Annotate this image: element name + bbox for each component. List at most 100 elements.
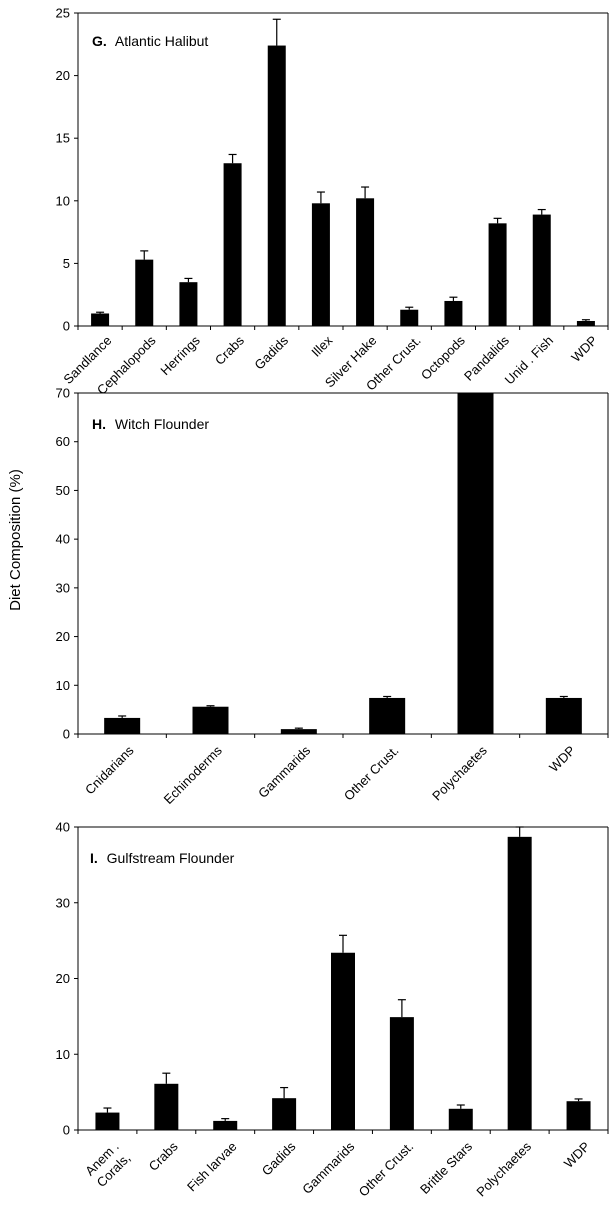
x-tick-label: Other Crust. (356, 1139, 417, 1200)
x-tick-label-line: WDP (546, 743, 578, 775)
bar (267, 45, 286, 326)
y-tick-label: 0 (63, 1123, 70, 1138)
x-tick-label: Gadids (251, 332, 291, 372)
x-tick-label: WDP (546, 743, 578, 775)
y-tick-label: 40 (56, 820, 70, 835)
x-tick-label-line: WDP (561, 1139, 593, 1171)
x-tick-label-line: Other Crust. (341, 743, 402, 804)
x-tick-label: Anem .Corals, (82, 1139, 133, 1190)
bar (91, 313, 110, 326)
y-tick-label: 30 (56, 580, 70, 595)
x-tick-label: Crabs (212, 332, 247, 367)
x-tick-label: Other Crust. (341, 743, 402, 804)
x-tick-label-line: Gadids (251, 332, 291, 372)
bar (448, 1108, 473, 1130)
y-tick-label: 20 (56, 629, 70, 644)
x-tick-label: Herrings (157, 332, 203, 378)
y-tick-label: 70 (56, 386, 70, 401)
bar (507, 836, 532, 1130)
x-tick-label-line: Herrings (157, 332, 203, 378)
bar (457, 393, 494, 734)
x-tick-label-line: Unid . Fish (502, 333, 557, 388)
x-tick-label: Gammarids (299, 1138, 357, 1196)
y-tick-label: 30 (56, 895, 70, 910)
panel-gulfstream-flounder: I. Gulfstream Flounder 0 10 20 30 40 Anem .Co… (56, 820, 609, 1200)
x-tick-label: Crabs (146, 1138, 181, 1173)
bar (400, 309, 419, 326)
x-tick-label-line: Illex (308, 332, 335, 359)
x-tick-label-line: Cnidarians (82, 742, 137, 797)
bar (311, 203, 330, 326)
x-tick-label: Polychaetes (473, 1138, 534, 1199)
x-tick-label-line: Gammarids (299, 1138, 357, 1196)
x-tick-label: Fish larvae (184, 1139, 240, 1195)
bar (488, 223, 507, 326)
x-tick-label: Unid . Fish (502, 333, 557, 388)
bar (179, 282, 198, 326)
x-tick-label: Polychaetes (429, 742, 490, 803)
x-tick-label-line: Gadids (259, 1138, 299, 1178)
bar (576, 320, 595, 326)
x-tick-label-line: Echinoderms (161, 742, 226, 807)
x-tick-label: Gadids (259, 1138, 299, 1178)
bar (135, 259, 154, 326)
panel-atlantic-halibut: G. Atlantic Halibut 0510152025SandlanceC… (56, 6, 609, 398)
panel-letter: I. (90, 850, 98, 866)
x-tick-label: WDP (568, 333, 600, 365)
y-tick-label: 10 (56, 193, 70, 208)
x-tick-label-line: Other Crust. (356, 1139, 417, 1200)
y-tick-label: 60 (56, 434, 70, 449)
bar (104, 717, 141, 734)
bar (389, 1017, 414, 1130)
panel-letter: H. (92, 416, 106, 432)
panel-letter: G. (92, 33, 107, 49)
x-tick-label: Echinoderms (161, 742, 226, 807)
bar (223, 163, 242, 326)
panel-witch-flounder: H. Witch Flounder 0 10 20 30 40 50 60 70 Cnidari… (56, 386, 609, 807)
x-tick-label-line: WDP (568, 333, 600, 365)
y-tick-label: 20 (56, 971, 70, 986)
bar (272, 1098, 297, 1130)
y-tick-label: 25 (56, 6, 70, 21)
x-tick-label-line: Fish larvae (184, 1139, 240, 1195)
y-tick-label: 15 (56, 131, 70, 146)
x-tick-label: Illex (308, 332, 335, 359)
x-tick-label: WDP (561, 1139, 593, 1171)
bar (213, 1120, 238, 1130)
y-tick-label: 50 (56, 483, 70, 498)
y-tick-label: 10 (56, 678, 70, 693)
x-tick-label: Cnidarians (82, 742, 137, 797)
bar (331, 952, 355, 1130)
x-tick-label-line: Polychaetes (429, 742, 490, 803)
bar (154, 1083, 179, 1130)
y-tick-label: 0 (63, 319, 70, 334)
bar (566, 1101, 591, 1130)
panel-title: I. Gulfstream Flounder (90, 850, 235, 866)
x-tick-label-line: Crabs (212, 332, 247, 367)
x-tick-label-line: Polychaetes (473, 1138, 534, 1199)
shared-y-axis-label: Diet Composition (%) (7, 469, 24, 611)
x-tick-label-line: Gammarids (255, 742, 313, 800)
panel-title: G. Atlantic Halibut (92, 33, 208, 49)
x-tick-label-line: Crabs (146, 1138, 181, 1173)
panel-name: Gulfstream Flounder (107, 850, 235, 866)
bar (192, 706, 229, 734)
y-tick-label: 40 (56, 532, 70, 547)
y-tick-label: 5 (63, 256, 70, 271)
bar (444, 300, 463, 326)
x-tick-label: Gammarids (255, 742, 313, 800)
x-tick-label: Octopods (418, 332, 468, 382)
x-tick-label-line: Octopods (418, 332, 468, 382)
bar (545, 697, 582, 734)
bar (369, 697, 406, 734)
panel-name: Atlantic Halibut (115, 33, 208, 49)
bar (532, 214, 551, 326)
x-tick-label-line: Brittle Stars (417, 1138, 475, 1196)
y-tick-label: 20 (56, 68, 70, 83)
bar (95, 1112, 120, 1130)
y-tick-label: 0 (63, 727, 70, 742)
panel-title: H. Witch Flounder (92, 416, 209, 432)
panel-name: Witch Flounder (115, 416, 209, 432)
bar (356, 198, 375, 326)
